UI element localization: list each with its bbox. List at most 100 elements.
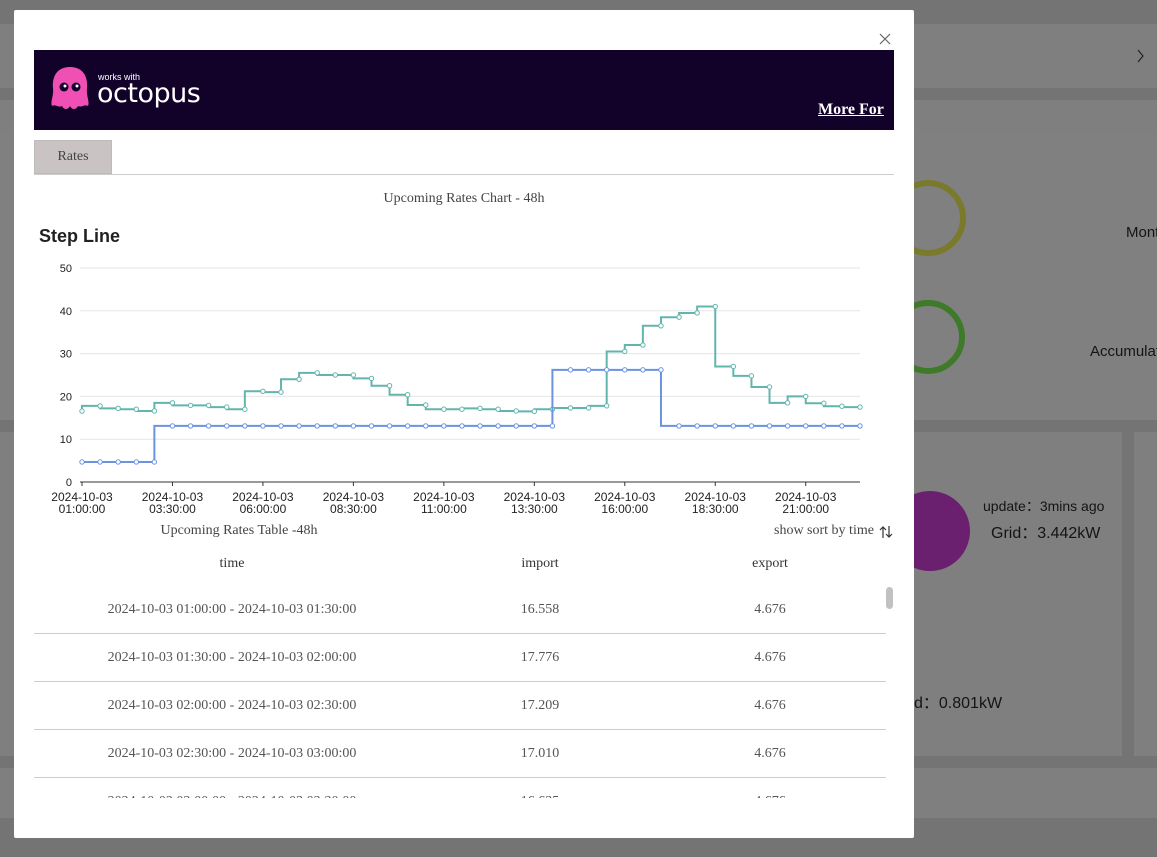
point (260, 423, 266, 429)
point (784, 400, 791, 406)
series-line (81, 305, 860, 413)
table-row: 2024-10-03 01:30:00 - 2024-10-03 02:00:0… (34, 634, 886, 682)
point (676, 423, 682, 429)
point (423, 423, 429, 429)
x-tick-label: 2024-10-03 16:00:00 (594, 490, 656, 516)
table-header-cell: time (219, 556, 245, 571)
point (585, 405, 592, 411)
point (386, 423, 393, 429)
point (97, 403, 103, 409)
point (821, 400, 827, 406)
point (296, 423, 302, 429)
table-row: 2024-10-03 01:00:00 - 2024-10-03 01:30:0… (34, 586, 886, 634)
table-row: 2024-10-03 02:00:00 - 2024-10-03 02:30:0… (34, 682, 886, 730)
close-button[interactable] (878, 32, 892, 46)
point (603, 367, 610, 373)
table-cell: 4.676 (754, 746, 786, 761)
table-title: Upcoming Rates Table -48h (160, 523, 318, 538)
table-cell: 16.635 (380, 794, 700, 798)
bg-text: d：0.801kW (914, 695, 1003, 712)
banner-tagline: works with (98, 72, 141, 82)
point (441, 423, 447, 429)
point (513, 423, 519, 429)
x-tick-label: 2024-10-03 21:00:00 (775, 490, 837, 516)
point (748, 423, 755, 429)
point (459, 423, 465, 429)
banner: works with octopus More For (34, 50, 894, 130)
point (404, 391, 411, 398)
point (712, 423, 718, 429)
point (531, 423, 538, 429)
point (567, 405, 574, 411)
point (495, 423, 501, 429)
x-tick-label: 2024-10-03 18:30:00 (684, 490, 746, 516)
point (730, 423, 737, 429)
chart: 0 10 20 30 40 50 (60, 263, 863, 489)
point (332, 423, 339, 429)
banner-link[interactable]: More For (818, 101, 884, 118)
point (658, 367, 664, 373)
point (676, 314, 682, 320)
point (151, 459, 158, 465)
point (314, 423, 320, 429)
point (748, 373, 755, 379)
x-tick-label: 2024-10-03 03:30:00 (141, 490, 204, 516)
point (839, 423, 845, 429)
table-cell: 2024-10-03 02:30:00 - 2024-10-03 03:00:0… (107, 746, 357, 761)
table-cell: 2024-10-03 01:30:00 - 2024-10-03 02:00:0… (107, 650, 357, 665)
chart-title: Step Line (39, 226, 121, 246)
point (459, 406, 465, 412)
sort-icon[interactable] (879, 525, 893, 539)
point (79, 459, 85, 465)
table-row: 2024-10-03 03:00:00 - 2024-10-03 03:30:0… (34, 778, 886, 798)
point (205, 402, 212, 409)
point (784, 423, 791, 429)
table-body: 2024-10-03 01:00:00 - 2024-10-03 01:30:0… (34, 586, 886, 798)
x-tick-label: 2024-10-03 13:30:00 (503, 490, 565, 516)
point (477, 405, 483, 412)
bg-text: Accumulat (1090, 343, 1157, 360)
point (242, 423, 248, 429)
point (513, 408, 519, 414)
table-cell: 2024-10-03 02:00:00 - 2024-10-03 02:30:0… (107, 698, 357, 713)
point (242, 406, 248, 412)
table-cell: 16.558 (520, 602, 560, 617)
point (224, 404, 230, 410)
point (640, 342, 646, 348)
table-cell: 2024-10-03 01:00:00 - 2024-10-03 01:30:0… (107, 602, 357, 617)
point (368, 423, 375, 429)
point (115, 405, 121, 412)
scrollbar-thumb[interactable] (886, 587, 893, 609)
bg-text: Grid：3.442kW (991, 525, 1101, 542)
point (803, 393, 809, 400)
point (730, 363, 737, 370)
point (694, 310, 700, 316)
point (350, 423, 357, 429)
point (404, 423, 411, 429)
point (97, 459, 103, 465)
point (260, 388, 266, 394)
point (441, 406, 447, 412)
point (187, 423, 194, 429)
point (314, 370, 320, 376)
point (151, 408, 158, 414)
table-row: 2024-10-03 02:30:00 - 2024-10-03 03:00:0… (34, 730, 886, 778)
point (803, 423, 809, 429)
point (585, 367, 592, 373)
table-header-cell: export (752, 556, 788, 571)
tab[interactable]: Rates (34, 140, 112, 174)
x-tick-label: 2024-10-03 11:00:00 (413, 490, 475, 516)
bg-card (1134, 432, 1157, 756)
point (278, 423, 284, 429)
point (477, 423, 483, 429)
point (531, 408, 538, 415)
point (622, 348, 628, 355)
point (386, 383, 393, 389)
point (115, 459, 121, 465)
point (169, 423, 176, 429)
y-tick-label: 40 (60, 306, 72, 318)
y-tick-label: 20 (60, 391, 72, 403)
sort-toggle[interactable]: show sort by time (774, 523, 874, 538)
point (133, 406, 139, 412)
point (622, 367, 628, 373)
